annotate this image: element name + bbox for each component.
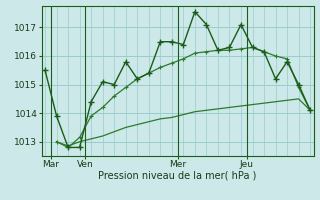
X-axis label: Pression niveau de la mer( hPa ): Pression niveau de la mer( hPa ) [99, 171, 257, 181]
